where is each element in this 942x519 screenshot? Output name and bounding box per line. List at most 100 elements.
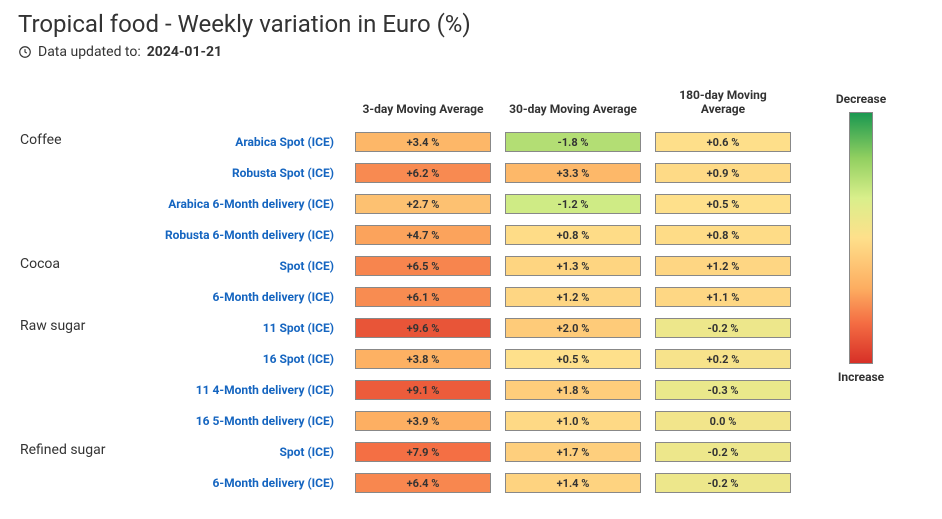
value-cell: -0.2 % [648, 437, 798, 468]
group-label: Raw sugar [18, 313, 128, 437]
value-cell-box: +1.8 % [505, 380, 641, 400]
content-row: 3-day Moving Average 30-day Moving Avera… [18, 88, 924, 499]
value-cell: +0.2 % [648, 344, 798, 375]
value-cell: +0.9 % [648, 158, 798, 189]
value-cell-box: -0.2 % [655, 318, 791, 338]
table-row: CocoaSpot (ICE)+6.5 %+1.3 %+1.2 % [18, 251, 798, 282]
value-cell: +1.0 % [498, 406, 648, 437]
col-header-30day: 30-day Moving Average [498, 88, 648, 127]
item-label-link[interactable]: 6-Month delivery (ICE) [128, 468, 348, 499]
col-header-3day: 3-day Moving Average [348, 88, 498, 127]
value-cell: -1.8 % [498, 127, 648, 158]
value-cell: +4.7 % [348, 220, 498, 251]
group-label: Coffee [18, 127, 128, 251]
value-cell: +1.2 % [498, 282, 648, 313]
value-cell: 0.0 % [648, 406, 798, 437]
value-cell: +9.1 % [348, 375, 498, 406]
item-label-link[interactable]: 11 4-Month delivery (ICE) [128, 375, 348, 406]
table-row: 16 5-Month delivery (ICE)+3.9 %+1.0 %0.0… [18, 406, 798, 437]
value-cell: +1.4 % [498, 468, 648, 499]
value-cell: +6.5 % [348, 251, 498, 282]
value-cell: -0.2 % [648, 313, 798, 344]
value-cell-box: +1.7 % [505, 442, 641, 462]
value-cell-box: -0.3 % [655, 380, 791, 400]
value-cell: -1.2 % [498, 189, 648, 220]
group-label: Cocoa [18, 251, 128, 313]
table-row: 16 Spot (ICE) +3.8 % +0.5 % +0.2 % [18, 344, 798, 375]
legend-top-label: Decrease [826, 92, 896, 106]
value-cell: +6.1 % [348, 282, 498, 313]
value-cell: +6.4 % [348, 468, 498, 499]
value-cell: +0.6 % [648, 127, 798, 158]
item-label-link[interactable]: 11 Spot (ICE) [128, 313, 348, 344]
value-cell-box: +1.0 % [505, 411, 641, 431]
value-cell-box: +0.9 % [655, 163, 791, 183]
table-row: CoffeeArabica Spot (ICE)+3.4 %-1.8 %+0.6… [18, 127, 798, 158]
value-cell-box: +0.5 % [505, 349, 641, 369]
value-cell-box: +0.8 % [505, 225, 641, 245]
value-cell-box: -1.2 % [505, 194, 641, 214]
item-label-link[interactable]: Arabica 6-Month delivery (ICE) [128, 189, 348, 220]
value-cell: +2.7 % [348, 189, 498, 220]
page: Tropical food - Weekly variation in Euro… [0, 0, 942, 519]
table-row: Refined sugarSpot (ICE)+7.9 %+1.7 %-0.2 … [18, 437, 798, 468]
item-label-link[interactable]: 16 Spot (ICE) [128, 344, 348, 375]
value-cell-box: +1.4 % [505, 473, 641, 493]
col-header-180day: 180-day Moving Average [648, 88, 798, 127]
table-row: 11 4-Month delivery (ICE) +9.1 % +1.8 % -0.… [18, 375, 798, 406]
heatmap-table: 3-day Moving Average 30-day Moving Avera… [18, 88, 798, 499]
value-cell: +9.6 % [348, 313, 498, 344]
updated-prefix: Data updated to: [38, 44, 141, 60]
value-cell: +3.4 % [348, 127, 498, 158]
value-cell-box: 0.0 % [655, 411, 791, 431]
value-cell: +1.3 % [498, 251, 648, 282]
item-label-link[interactable]: 6-Month delivery (ICE) [128, 282, 348, 313]
legend-bottom-label: Increase [826, 370, 896, 384]
value-cell: +3.3 % [498, 158, 648, 189]
value-cell-box: +2.0 % [505, 318, 641, 338]
value-cell: +1.2 % [648, 251, 798, 282]
item-label-link[interactable]: Robusta Spot (ICE) [128, 158, 348, 189]
value-cell-box: -0.2 % [655, 473, 791, 493]
value-cell: -0.2 % [648, 468, 798, 499]
group-label: Refined sugar [18, 437, 128, 499]
value-cell-box: +6.2 % [355, 163, 491, 183]
value-cell-box: +0.6 % [655, 132, 791, 152]
table-row: 6-Month delivery (ICE)+6.4 % +1.4 % -0.2 % [18, 468, 798, 499]
value-cell-box: +6.5 % [355, 256, 491, 276]
item-label-link[interactable]: 16 5-Month delivery (ICE) [128, 406, 348, 437]
value-cell-box: +9.1 % [355, 380, 491, 400]
value-cell-box: +1.2 % [655, 256, 791, 276]
color-legend: Decrease Increase [826, 88, 896, 388]
updated-date: 2024-01-21 [147, 44, 222, 60]
value-cell: -0.3 % [648, 375, 798, 406]
value-cell-box: -0.2 % [655, 442, 791, 462]
value-cell-box: +3.4 % [355, 132, 491, 152]
legend-gradient-bar [849, 112, 873, 364]
value-cell-box: +1.3 % [505, 256, 641, 276]
item-label-link[interactable]: Robusta 6-Month delivery (ICE) [128, 220, 348, 251]
value-cell-box: +1.1 % [655, 287, 791, 307]
page-title: Tropical food - Weekly variation in Euro… [18, 10, 924, 38]
value-cell: +2.0 % [498, 313, 648, 344]
item-label-link[interactable]: Spot (ICE) [128, 251, 348, 282]
value-cell-box: +3.3 % [505, 163, 641, 183]
item-label-link[interactable]: Spot (ICE) [128, 437, 348, 468]
value-cell-box: -1.8 % [505, 132, 641, 152]
value-cell: +1.8 % [498, 375, 648, 406]
value-cell: +0.8 % [498, 220, 648, 251]
value-cell-box: +6.1 % [355, 287, 491, 307]
header-row: 3-day Moving Average 30-day Moving Avera… [18, 88, 798, 127]
updated-line: Data updated to: 2024-01-21 [18, 44, 924, 60]
table-row: 6-Month delivery (ICE) +6.1 % +1.2 % +1.1 % [18, 282, 798, 313]
value-cell-box: +0.2 % [655, 349, 791, 369]
table-row: Robusta 6-Month delivery (ICE) +4.7 % +0.8… [18, 220, 798, 251]
value-cell: +1.1 % [648, 282, 798, 313]
item-label-link[interactable]: Arabica Spot (ICE) [128, 127, 348, 158]
value-cell-box: +3.8 % [355, 349, 491, 369]
clock-icon [18, 45, 32, 59]
value-cell: +1.7 % [498, 437, 648, 468]
value-cell-box: +4.7 % [355, 225, 491, 245]
table-row: Raw sugar11 Spot (ICE)+9.6 %+2.0 %-0.2 % [18, 313, 798, 344]
value-cell: +0.5 % [498, 344, 648, 375]
